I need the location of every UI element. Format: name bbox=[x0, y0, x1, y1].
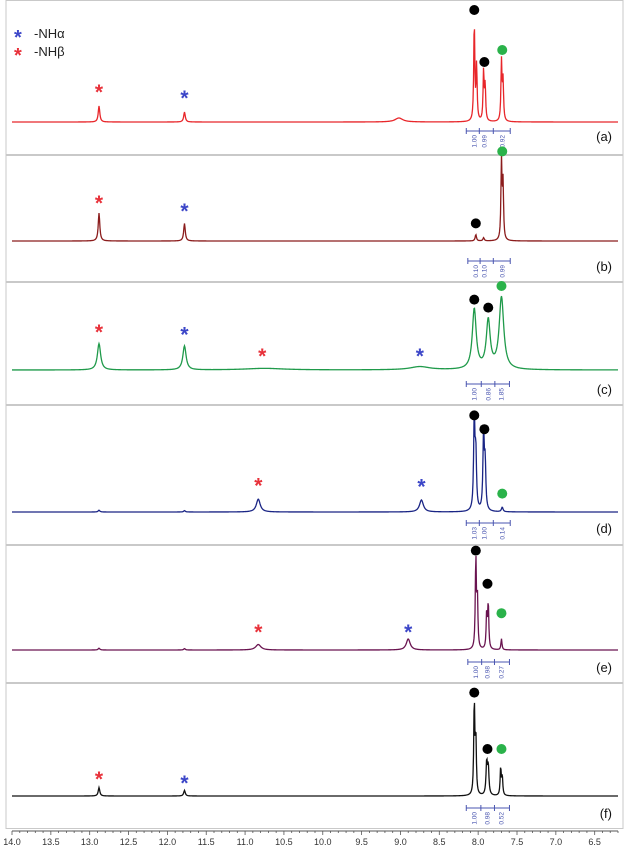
x-tick-label: 9.0 bbox=[394, 837, 407, 847]
integral-value-2-2: 0.10 bbox=[482, 265, 489, 278]
x-tick-label: 12.5 bbox=[120, 837, 138, 847]
integral-value-5-3: 0.27 bbox=[499, 666, 506, 679]
x-tick-label: 11.0 bbox=[237, 837, 254, 847]
legend-star-1: * bbox=[14, 27, 22, 49]
panel-frame-5 bbox=[5, 545, 624, 683]
star-marker-2-2: * bbox=[180, 200, 189, 223]
integral-value-4-2: 1.00 bbox=[482, 527, 489, 540]
integral-value-1-1: 1.00 bbox=[471, 135, 478, 148]
integral-value-3-3: 1.85 bbox=[499, 388, 506, 401]
dot-marker-3-6 bbox=[483, 302, 494, 313]
star-marker-3-4: * bbox=[416, 345, 425, 368]
panel-frame-2 bbox=[5, 155, 624, 282]
integral-value-1-3: 0.92 bbox=[499, 135, 506, 148]
star-marker-5-1: * bbox=[254, 621, 263, 644]
spectrum-line-2 bbox=[12, 153, 618, 242]
integral-value-5-1: 1.00 bbox=[473, 666, 480, 679]
integral-value-1-2: 0.99 bbox=[482, 135, 489, 148]
dot-marker-4-3 bbox=[469, 410, 480, 421]
star-marker-4-2: * bbox=[417, 475, 426, 498]
dot-marker-6-5 bbox=[496, 744, 507, 754]
x-tick-label: 14.0 bbox=[3, 837, 21, 847]
x-tick-label: 9.5 bbox=[355, 837, 368, 847]
x-tick-label: 13.0 bbox=[81, 837, 99, 847]
dot-marker-5-4 bbox=[482, 578, 493, 589]
integral-value-3-1: 1.00 bbox=[471, 388, 478, 401]
star-marker-6-1: * bbox=[95, 768, 104, 791]
dot-marker-2-4 bbox=[497, 146, 508, 157]
legend-star-2: * bbox=[14, 45, 22, 67]
panel-frame-4 bbox=[5, 405, 624, 545]
legend-label-2: -NHβ bbox=[34, 44, 65, 59]
star-marker-1-2: * bbox=[180, 87, 189, 110]
integral-value-3-2: 0.86 bbox=[485, 388, 492, 401]
dot-marker-4-4 bbox=[479, 424, 490, 435]
dot-marker-5-3 bbox=[470, 545, 481, 556]
x-tick-label: 12.0 bbox=[159, 837, 177, 847]
series-label-6: (f) bbox=[600, 806, 612, 821]
series-label-4: (d) bbox=[596, 521, 612, 536]
x-tick-label: 10.0 bbox=[314, 837, 332, 847]
series-label-3: (c) bbox=[597, 382, 612, 397]
series-label-2: (b) bbox=[596, 259, 612, 274]
x-tick-label: 7.0 bbox=[550, 837, 563, 847]
x-tick-label: 8.0 bbox=[472, 837, 485, 847]
spectrum-line-3 bbox=[12, 295, 618, 371]
integral-value-6-3: 0.52 bbox=[499, 812, 506, 825]
x-tick-label: 11.5 bbox=[198, 837, 215, 847]
series-label-1: (a) bbox=[596, 129, 612, 144]
panel-frame-1 bbox=[5, 0, 624, 155]
integral-value-4-3: 0.14 bbox=[499, 527, 506, 540]
star-marker-5-2: * bbox=[404, 621, 413, 644]
dot-marker-5-5 bbox=[496, 608, 507, 619]
star-marker-1-1: * bbox=[95, 81, 104, 104]
x-tick-label: 6.5 bbox=[588, 837, 601, 847]
integral-value-6-1: 1.00 bbox=[471, 812, 478, 825]
x-tick-label: 13.5 bbox=[42, 837, 60, 847]
panel-frame-3 bbox=[5, 282, 624, 405]
x-tick-label: 7.5 bbox=[511, 837, 524, 847]
dot-marker-1-3 bbox=[469, 5, 480, 15]
star-marker-3-3: * bbox=[258, 345, 267, 368]
star-marker-4-1: * bbox=[254, 474, 263, 497]
dot-marker-3-7 bbox=[496, 281, 507, 291]
spectrum-line-1 bbox=[12, 29, 618, 123]
star-marker-2-1: * bbox=[95, 192, 104, 215]
series-label-5: (e) bbox=[596, 660, 612, 675]
star-marker-3-1: * bbox=[95, 321, 104, 344]
spectrum-line-4 bbox=[12, 412, 618, 513]
dot-marker-1-5 bbox=[497, 45, 508, 55]
integral-value-6-2: 0.98 bbox=[485, 812, 492, 825]
star-marker-6-2: * bbox=[180, 772, 189, 795]
x-tick-label: 10.5 bbox=[275, 837, 293, 847]
legend-label-1: -NHα bbox=[34, 26, 65, 41]
dot-marker-1-4 bbox=[479, 57, 490, 67]
dot-marker-6-3 bbox=[469, 687, 480, 698]
x-tick-label: 8.5 bbox=[433, 837, 446, 847]
panel-frame-6 bbox=[5, 683, 624, 829]
dot-marker-2-3 bbox=[470, 218, 481, 229]
dot-marker-6-4 bbox=[482, 744, 493, 754]
dot-marker-3-5 bbox=[469, 294, 480, 305]
integral-value-4-1: 1.03 bbox=[471, 527, 478, 540]
star-marker-3-2: * bbox=[180, 323, 189, 346]
dot-marker-4-5 bbox=[497, 488, 508, 499]
spectrum-line-6 bbox=[12, 702, 618, 797]
integral-value-2-3: 0.99 bbox=[499, 265, 506, 278]
integral-value-5-2: 0.98 bbox=[485, 666, 492, 679]
spectrum-line-5 bbox=[12, 556, 618, 651]
integral-value-2-1: 0.10 bbox=[473, 265, 480, 278]
